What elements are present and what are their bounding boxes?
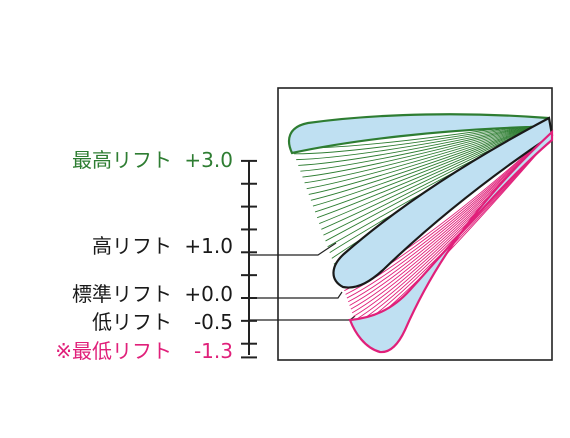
leader-line-low	[249, 315, 356, 321]
lift-value-min: -1.3	[193, 339, 233, 363]
sweep-line	[302, 120, 549, 178]
sweep-line	[310, 121, 549, 201]
sweep-line	[296, 120, 549, 161]
lift-scale	[241, 159, 257, 359]
lift-value-low: -0.5	[193, 310, 233, 334]
sweep-line	[298, 120, 549, 166]
sweep-line	[308, 120, 549, 195]
lift-label-high: 高リフト	[92, 234, 172, 258]
sweep-line	[306, 120, 549, 190]
lift-label-max: 最高リフト	[72, 148, 172, 172]
sweep-line	[312, 121, 549, 207]
lift-value-max: +3.0	[184, 148, 233, 172]
lift-label-min: ※最低リフト	[55, 339, 172, 363]
lift-value-standard: +0.0	[184, 282, 233, 306]
lift-label-standard: 標準リフト	[72, 282, 172, 306]
blade-standard-lift	[332, 116, 554, 289]
leader-line-high	[249, 242, 337, 256]
lift-value-high: +1.0	[184, 234, 233, 258]
lift-label-low: 低リフト	[92, 310, 172, 334]
sweep-line	[316, 121, 549, 219]
sweep-line	[314, 121, 549, 213]
sweep-line	[300, 120, 549, 172]
leader-line-standard	[249, 291, 343, 299]
blade-min-lift	[348, 129, 554, 354]
sweep-line	[304, 120, 549, 184]
diagram-frame	[277, 87, 553, 361]
